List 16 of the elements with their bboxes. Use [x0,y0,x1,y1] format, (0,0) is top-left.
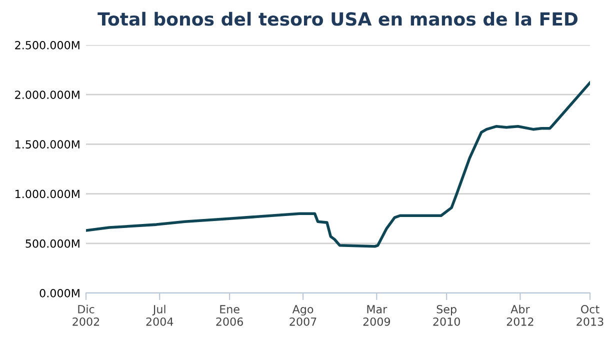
x-tick-label: Dic 2002 [72,304,100,326]
x-tick-label: Oct 2013 [576,305,604,326]
x-tick-label: Sep 2010 [433,305,460,326]
y-tick-label: 1.500.000M [16,140,80,149]
line-series [86,81,590,248]
x-tick-label: Abr 2012 [506,304,534,326]
x-tick-label: Mar 2009 [363,305,390,326]
y-tick-label: 500.000M [26,239,80,248]
y-tick-label: 0.000M [40,288,80,298]
y-tick-label: 2.000.000M [15,90,80,99]
y-tick-label: 2.500.000M [15,40,80,50]
chart-title: Total bonos del tesoro USA en manos de la FED [98,12,578,26]
x-tick-label: Ene 2006 [216,305,243,326]
x-tick-label: Ago 2007 [290,305,316,326]
x-tick-label: Jul 2004 [146,304,174,326]
y-tick-label: 1.000.000M [16,190,80,198]
